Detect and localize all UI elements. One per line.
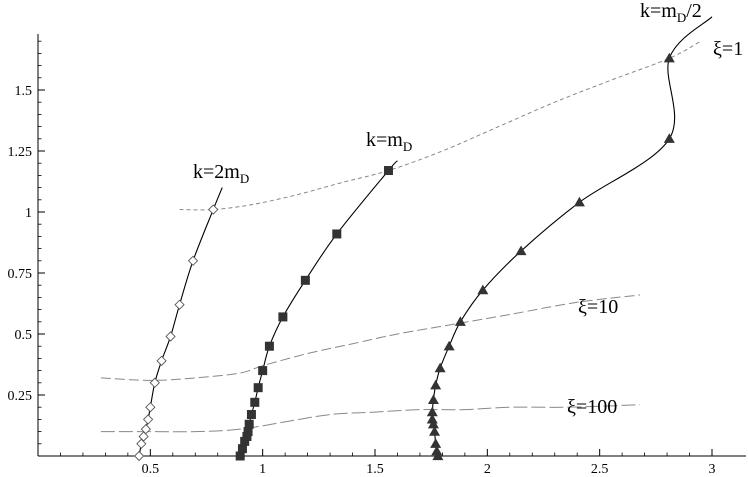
point-square bbox=[383, 166, 393, 176]
series-line-0 bbox=[138, 187, 223, 457]
y-tick-label: 1 bbox=[25, 206, 32, 221]
series-lines bbox=[138, 16, 713, 457]
x-tick-label: 1.5 bbox=[366, 462, 384, 477]
annotation-main: k=m bbox=[640, 0, 677, 22]
point-square bbox=[253, 383, 263, 393]
point-triangle bbox=[429, 426, 441, 436]
x-tick-label: 1 bbox=[259, 462, 266, 477]
point-square bbox=[300, 275, 310, 285]
point-triangle bbox=[443, 340, 455, 351]
point-square bbox=[250, 397, 260, 407]
point-square bbox=[237, 444, 247, 454]
point-triangle bbox=[515, 245, 527, 256]
annotation-k2mD: k=2mD bbox=[193, 161, 249, 186]
point-triangle bbox=[427, 418, 439, 429]
annotation-main: k=2m bbox=[193, 161, 240, 183]
point-diamond bbox=[208, 204, 219, 215]
annotation-main: k=m bbox=[366, 129, 403, 151]
markers bbox=[133, 52, 675, 462]
point-square bbox=[246, 410, 256, 420]
x-tick-label: 2.5 bbox=[591, 462, 609, 477]
point-triangle bbox=[434, 362, 446, 373]
point-diamond bbox=[145, 402, 156, 413]
point-triangle bbox=[426, 406, 438, 417]
point-square bbox=[278, 312, 288, 322]
point-square bbox=[243, 427, 253, 437]
annotation-suffix: /2 bbox=[686, 0, 702, 22]
axes: 0.5 1 1.5 2 2.5 3 0.25 0.5 0.75 1 1.25 1.5 bbox=[8, 34, 746, 477]
point-triangle bbox=[431, 445, 443, 456]
annotation-xi1: ξ=1 bbox=[713, 38, 743, 60]
annotation-xi100: ξ=100 bbox=[567, 396, 617, 418]
x-tick-label: 3 bbox=[709, 462, 716, 477]
annotation-kmD2: k=mD/2 bbox=[640, 0, 702, 25]
annotation-xi10: ξ=10 bbox=[578, 296, 618, 318]
annotation-kmD: k=mD bbox=[366, 129, 412, 154]
point-square bbox=[264, 341, 274, 351]
point-diamond bbox=[149, 377, 160, 388]
series-line-2 bbox=[431, 16, 713, 457]
annotation-subscript: D bbox=[240, 171, 249, 186]
y-tick-label: 1.25 bbox=[8, 145, 33, 160]
xi-curve-0 bbox=[179, 40, 702, 211]
point-diamond bbox=[133, 450, 145, 462]
point-triangle bbox=[454, 316, 466, 326]
y-tick-label: 1.5 bbox=[15, 84, 33, 99]
point-triangle bbox=[427, 394, 439, 405]
annotation-subscript: D bbox=[403, 139, 412, 154]
point-triangle bbox=[663, 133, 675, 143]
annotation-main: ξ=10 bbox=[578, 296, 618, 318]
point-triangle bbox=[430, 379, 442, 390]
x-tick-label: 2 bbox=[484, 462, 491, 477]
point-diamond bbox=[140, 424, 151, 435]
annotation-subscript: D bbox=[677, 10, 686, 25]
point-square bbox=[235, 451, 245, 461]
point-triangle bbox=[573, 196, 585, 207]
point-square bbox=[240, 436, 250, 446]
point-square bbox=[332, 229, 342, 239]
point-diamond bbox=[174, 299, 185, 310]
point-triangle bbox=[426, 413, 438, 424]
point-triangle bbox=[432, 450, 444, 461]
point-square bbox=[242, 431, 252, 441]
point-triangle bbox=[430, 438, 442, 448]
point-diamond bbox=[187, 255, 199, 266]
point-square bbox=[244, 419, 254, 429]
point-diamond bbox=[142, 414, 154, 425]
xi-curve-1 bbox=[100, 294, 641, 381]
point-triangle bbox=[477, 284, 489, 295]
point-square bbox=[258, 366, 268, 376]
annotation-main: ξ=100 bbox=[567, 396, 617, 418]
y-tick-label: 0.25 bbox=[8, 389, 33, 404]
xi-curves bbox=[100, 40, 702, 433]
y-tick-label: 0.75 bbox=[8, 267, 33, 282]
x-tick-label: 0.5 bbox=[142, 462, 160, 477]
annotation-main: ξ=1 bbox=[713, 38, 743, 60]
point-diamond bbox=[165, 331, 176, 342]
point-triangle bbox=[663, 52, 675, 63]
xi-curve-2 bbox=[100, 404, 641, 433]
point-diamond bbox=[156, 355, 167, 366]
y-tick-label: 0.5 bbox=[15, 328, 33, 343]
